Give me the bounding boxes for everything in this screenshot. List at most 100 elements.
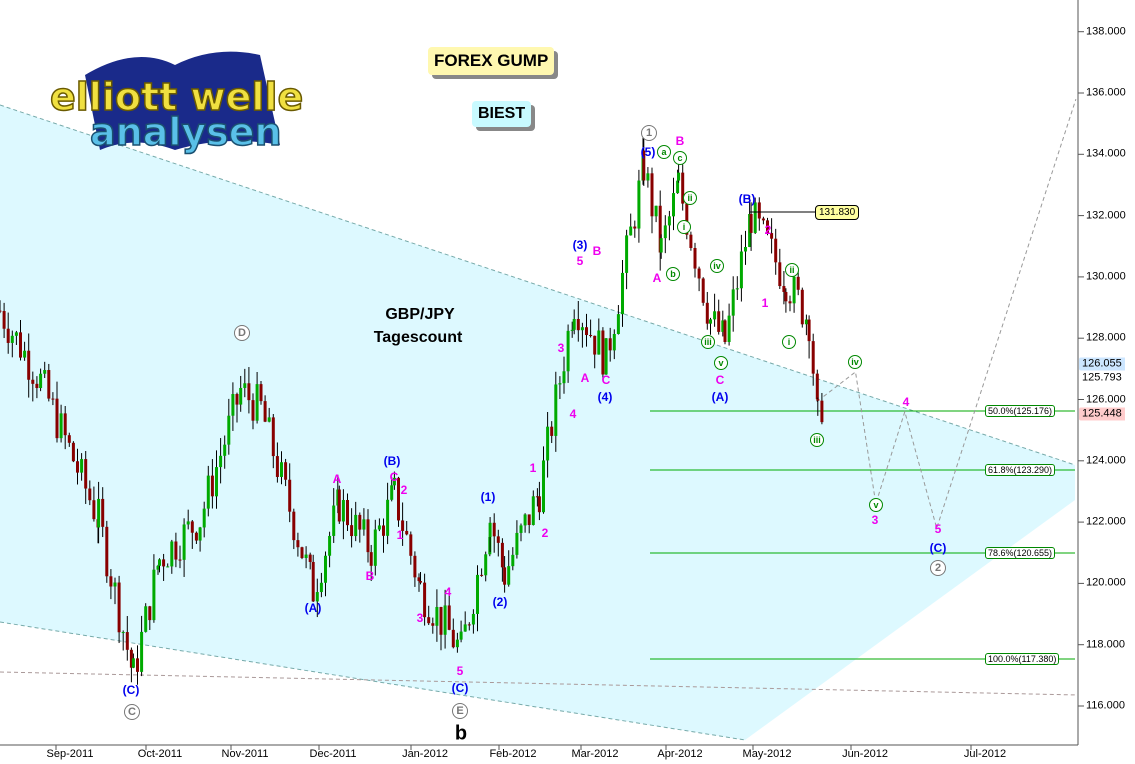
candle — [761, 216, 765, 225]
candle — [136, 645, 139, 685]
wave-label: 5 — [934, 522, 942, 536]
candle — [427, 605, 431, 626]
wave-label: 2 — [930, 560, 946, 576]
candle — [296, 532, 300, 557]
x-tick-label: Apr-2012 — [657, 748, 703, 760]
candle — [71, 441, 75, 463]
svg-text:analysen: analysen — [90, 110, 282, 154]
candle — [778, 248, 782, 289]
wave-label: 2 — [400, 483, 408, 497]
candle — [354, 501, 358, 542]
wave-label: (A) — [304, 601, 322, 615]
x-tick-label: Jul-2012 — [963, 748, 1007, 760]
candle — [811, 333, 815, 386]
wave-label: 3 — [416, 611, 424, 625]
candle — [705, 291, 709, 330]
wave-label: A — [580, 371, 590, 385]
fib-label: 78.6%(120.655) — [985, 547, 1056, 559]
candle — [267, 407, 271, 423]
candle — [259, 381, 263, 405]
candle — [84, 451, 88, 504]
wave-label: iv — [848, 355, 862, 369]
wave-label: v — [714, 356, 728, 370]
wave-label: 2 — [764, 223, 772, 237]
candle — [681, 164, 685, 211]
candle — [401, 502, 405, 546]
candle — [616, 305, 620, 335]
x-tick-label: Dec-2011 — [309, 748, 357, 760]
subtitle-badge: BIEST — [472, 101, 532, 127]
wave-label: ii — [785, 263, 799, 277]
candle — [144, 603, 148, 633]
candle — [409, 531, 413, 565]
candle — [663, 215, 667, 254]
candle — [721, 310, 725, 337]
candle — [637, 169, 641, 243]
candle — [654, 205, 658, 223]
candle — [382, 518, 385, 553]
wave-label: (3) — [572, 238, 588, 252]
candle — [537, 481, 541, 521]
projection-path — [823, 98, 1077, 530]
candle — [550, 421, 554, 444]
candle — [488, 517, 492, 553]
candle — [166, 563, 170, 568]
candle — [76, 448, 79, 485]
candle — [435, 589, 439, 642]
candle — [492, 513, 496, 553]
candle — [542, 446, 545, 514]
x-tick-label: Jan-2012 — [402, 748, 448, 760]
svg-text:elliott wellen: elliott wellen — [50, 75, 305, 119]
x-tick-label: May-2012 — [742, 748, 792, 760]
candle — [366, 509, 370, 563]
candle — [523, 513, 527, 533]
candle — [463, 611, 467, 632]
candle — [597, 318, 601, 355]
candle — [774, 228, 778, 275]
candle — [554, 371, 558, 452]
candle — [109, 569, 113, 600]
candle — [562, 356, 566, 394]
candle — [117, 575, 121, 644]
candle — [131, 653, 135, 669]
candle — [392, 471, 396, 490]
candle — [377, 518, 381, 532]
candle — [467, 622, 471, 631]
candle — [443, 589, 447, 649]
candle — [753, 197, 757, 235]
candle — [672, 177, 675, 231]
candle — [0, 300, 2, 314]
candle — [658, 190, 662, 271]
candle — [101, 487, 105, 538]
candle — [263, 395, 267, 423]
candle — [667, 210, 671, 241]
wave-label: A — [332, 472, 342, 486]
candle — [604, 338, 608, 375]
candle — [206, 465, 210, 517]
candle — [156, 564, 160, 575]
wave-label: i — [782, 335, 796, 349]
y-tick-label: 130.000 — [1086, 270, 1126, 283]
candle — [820, 392, 824, 425]
candle — [235, 392, 239, 423]
candle — [500, 538, 504, 582]
wave-label: b — [666, 267, 680, 281]
candle — [227, 398, 231, 455]
candle — [612, 329, 616, 360]
candle — [97, 481, 101, 544]
wave-label: B — [365, 569, 375, 583]
wave-label: B — [675, 134, 685, 148]
candle — [43, 361, 47, 379]
candle — [162, 553, 166, 581]
title-badge: FOREX GUMP — [428, 47, 555, 75]
wave-label: 1 — [761, 296, 769, 310]
candle — [585, 313, 588, 347]
candle — [770, 218, 774, 254]
candle — [210, 459, 214, 509]
y-tick-label: 138.000 — [1086, 25, 1126, 38]
candle — [31, 371, 35, 402]
candle — [105, 520, 109, 583]
candle — [476, 565, 479, 632]
instrument-label: GBP/JPY — [385, 306, 455, 323]
